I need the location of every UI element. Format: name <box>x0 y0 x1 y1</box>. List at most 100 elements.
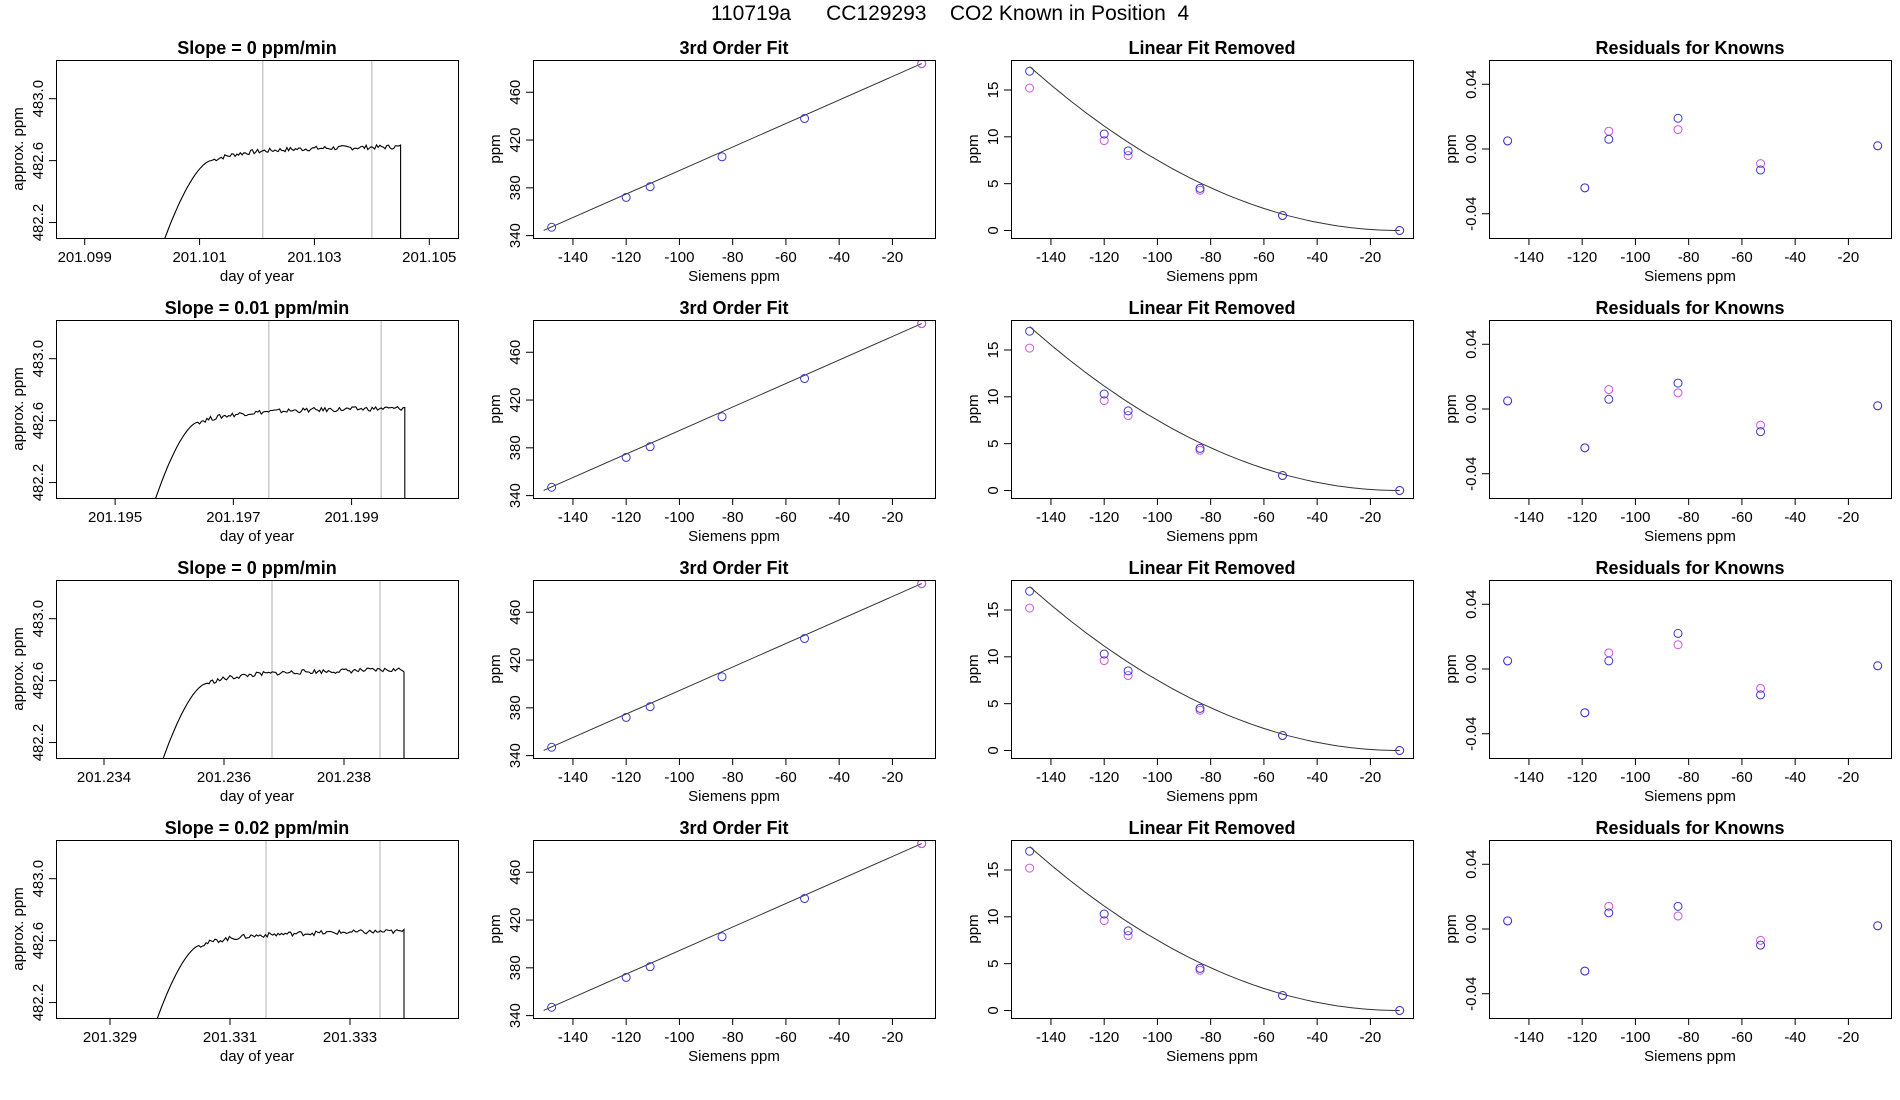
x-tick-label: -20 <box>882 249 904 266</box>
y-tick-label: 0.00 <box>1463 914 1480 943</box>
data-point <box>1604 901 1614 911</box>
data-layer <box>162 580 405 758</box>
x-tick-label: 201.238 <box>317 769 371 786</box>
x-tick-label: -60 <box>1731 509 1753 526</box>
panel-fit-2: 3rd Order Fit -140 -120 -100 -80 -60 -40 -20 Sie… <box>487 558 936 805</box>
concentration-trace <box>162 667 405 758</box>
fit-line <box>543 323 922 491</box>
data-point <box>1756 935 1766 945</box>
data-point <box>1873 921 1883 931</box>
panel-title: 3rd Order Fit <box>679 818 788 838</box>
data-point <box>645 442 655 452</box>
data-point <box>1099 909 1109 919</box>
x-tick-label: 201.197 <box>206 509 260 526</box>
x-tick-label: -20 <box>1838 249 1860 266</box>
data-point <box>917 580 927 589</box>
fit-curve <box>1029 846 1400 1011</box>
x-tick-label: -140 <box>558 1029 588 1046</box>
data-point <box>717 412 727 422</box>
data-point <box>717 932 727 942</box>
x-tick-label: -80 <box>1678 249 1700 266</box>
x-tick-label: -100 <box>664 249 694 266</box>
y-tick-label: 340 <box>507 743 524 768</box>
plot-frame <box>1011 840 1414 1019</box>
x-axis-label: Siemens ppm <box>1644 1048 1736 1065</box>
panel-linear-1: Linear Fit Removed -140 -120 -100 -80 -60 -40 -… <box>965 298 1414 545</box>
data-point <box>1195 963 1205 973</box>
x-tick-label: -40 <box>828 1029 850 1046</box>
data-point <box>1580 966 1590 976</box>
y-tick-label: 10 <box>985 388 1002 405</box>
x-tick-label: -140 <box>1036 509 1066 526</box>
x-tick-label: -100 <box>1142 769 1172 786</box>
x-tick-label: -100 <box>664 769 694 786</box>
panel-title: Slope = 0 ppm/min <box>177 38 337 58</box>
data-point <box>1025 83 1035 93</box>
x-tick-label: -120 <box>1089 1029 1119 1046</box>
data-point <box>1604 908 1614 918</box>
plot-frame <box>533 60 936 239</box>
x-tick-label: -140 <box>558 769 588 786</box>
y-tick-label: 483.0 <box>30 340 47 378</box>
y-axis-label: approx. ppm <box>10 367 27 450</box>
x-tick-label: -120 <box>611 1029 641 1046</box>
data-point <box>1099 396 1109 406</box>
data-point <box>1604 656 1614 666</box>
y-tick-label: 420 <box>507 908 524 933</box>
data-point <box>1756 683 1766 693</box>
x-tick-label: 201.329 <box>83 1029 137 1046</box>
data-point <box>547 1002 557 1012</box>
x-tick-label: -120 <box>611 249 641 266</box>
x-tick-label: -60 <box>1253 1029 1275 1046</box>
data-point <box>1278 731 1288 741</box>
data-point <box>621 972 631 982</box>
x-tick-label: -60 <box>1253 509 1275 526</box>
plot-frame <box>56 580 459 759</box>
y-tick-label: 420 <box>507 648 524 673</box>
data-point <box>1099 389 1109 399</box>
x-tick-label: -20 <box>1360 1029 1382 1046</box>
x-axis-label: day of year <box>220 788 294 805</box>
data-layer <box>1503 628 1883 718</box>
x-tick-label: -80 <box>1200 509 1222 526</box>
data-point <box>645 702 655 712</box>
x-tick-label: 201.105 <box>402 249 456 266</box>
data-point <box>1604 385 1614 395</box>
panel-resid-0: Residuals for Knowns -140 -120 -100 -80 -60 -4… <box>1443 38 1892 285</box>
panel-title: 3rd Order Fit <box>679 38 788 58</box>
data-point <box>800 114 810 124</box>
data-point <box>717 152 727 162</box>
data-point <box>1025 846 1035 856</box>
fit-curve <box>1029 586 1400 751</box>
x-tick-label: -60 <box>775 509 797 526</box>
x-tick-label: 201.236 <box>197 769 251 786</box>
y-tick-label: 0.04 <box>1463 330 1480 359</box>
panel-linear-2: Linear Fit Removed -140 -120 -100 -80 -60 -40 -… <box>965 558 1414 805</box>
x-axis-label: day of year <box>220 268 294 285</box>
y-tick-label: 5 <box>985 959 1002 967</box>
x-tick-label: -20 <box>1360 769 1382 786</box>
y-axis-label: ppm <box>965 914 982 943</box>
data-point <box>1503 136 1513 146</box>
x-tick-label: -40 <box>1306 249 1328 266</box>
x-axis-label: day of year <box>220 1048 294 1065</box>
plot-frame <box>56 320 459 499</box>
y-tick-label: 0.00 <box>1463 394 1480 423</box>
panel-fit-3: 3rd Order Fit -140 -120 -100 -80 -60 -40 -20 Sie… <box>487 818 936 1065</box>
x-axis-label: Siemens ppm <box>1166 268 1258 285</box>
panel-title: Residuals for Knowns <box>1595 38 1784 58</box>
x-tick-label: -60 <box>775 1029 797 1046</box>
y-tick-label: 460 <box>507 600 524 625</box>
data-layer <box>164 60 402 238</box>
y-axis-label: ppm <box>965 394 982 423</box>
x-tick-label: -40 <box>1784 769 1806 786</box>
plot-frame <box>1011 580 1414 759</box>
data-point <box>1123 671 1133 681</box>
y-axis-label: ppm <box>487 394 504 423</box>
y-tick-label: 380 <box>507 175 524 200</box>
x-tick-label: -140 <box>558 249 588 266</box>
panel-title: Residuals for Knowns <box>1595 818 1784 838</box>
data-point <box>645 962 655 972</box>
panel-time-0: Slope = 0 ppm/min 201.099 201.101 201.103 20… <box>10 38 459 285</box>
